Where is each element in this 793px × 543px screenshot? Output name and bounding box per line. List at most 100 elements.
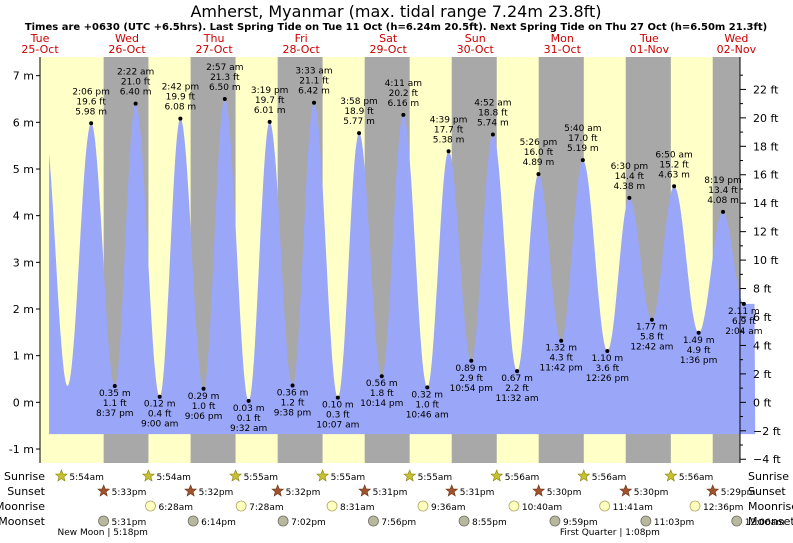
sunset-icon — [619, 484, 633, 497]
high-tide-label: 2:42 pm — [162, 83, 200, 93]
moonrise-icon — [235, 500, 247, 512]
high-tide-point — [490, 132, 495, 137]
day-name: Tue — [30, 32, 50, 45]
high-tide-point — [222, 97, 227, 101]
day-name: Tue — [639, 32, 659, 45]
moonset-time: 11:03pm — [654, 518, 694, 528]
high-tide-point — [672, 184, 677, 189]
high-tide-point — [721, 209, 726, 214]
low-tide-label: 0.56 m — [366, 379, 398, 389]
high-tide-label: 5.19 m — [567, 144, 599, 154]
low-tide-label: 2.2 ft — [505, 384, 529, 394]
sunrise-time: 5:56am — [592, 473, 627, 483]
low-tide-label: 0.35 m — [99, 389, 131, 399]
moonrise-icon — [145, 500, 156, 512]
left-tick-label: 2 m — [13, 303, 34, 316]
high-tide-label: 21.3 ft — [210, 73, 240, 83]
high-tide-label: 4.38 m — [614, 182, 646, 192]
high-tide-label: 4:39 pm — [430, 115, 468, 125]
moonset-time: 5:31pm — [112, 518, 147, 528]
low-tide-label: 1.77 m — [636, 323, 668, 333]
low-tide-label: 9:00 am — [141, 420, 178, 430]
high-tide-point — [357, 131, 362, 136]
low-tide-point — [649, 317, 654, 322]
moonrise-icon — [689, 500, 701, 512]
low-tide-label: 0.32 m — [411, 390, 443, 400]
moonset-time: 6:14pm — [201, 518, 236, 528]
axes: -1 m 0 m 1 m 2 m 3 m 4 m 5 m 6 m 7 m −4 ft −2 ft 0 … — [9, 57, 781, 466]
moonrise-time: 8:31am — [340, 503, 375, 513]
low-tide-label: 1.10 m — [592, 354, 624, 364]
sunrise-row-label-left: Sunrise — [4, 470, 45, 483]
sunrise-icon — [490, 469, 504, 482]
high-tide-label: 6.16 m — [388, 99, 420, 109]
high-tide-label: 15.2 ft — [659, 160, 689, 170]
right-tick-label: 8 ft — [753, 283, 772, 296]
low-tide-point — [515, 369, 520, 374]
low-tide-point — [379, 374, 384, 379]
high-tide-label: 21.0 ft — [121, 78, 151, 88]
low-tide-label: 11:42 pm — [540, 364, 583, 374]
moonset-icon — [368, 515, 379, 527]
day-date: 31-Oct — [544, 43, 582, 56]
high-tide-label: 19.7 ft — [255, 96, 285, 106]
day-name: Wed — [115, 32, 139, 45]
high-tide-label: 17.0 ft — [568, 134, 598, 144]
high-tide-point — [89, 121, 94, 126]
moonrise-row-label-left: Moonrise — [0, 500, 45, 513]
low-tide-label: 8:37 pm — [96, 409, 134, 419]
moonrise-time: 11:41am — [613, 503, 653, 513]
moonset-icon — [277, 515, 289, 527]
high-tide-label: 3:58 pm — [340, 97, 378, 107]
low-tide-label: 0.36 m — [277, 389, 309, 399]
moonset-time: 7:56pm — [381, 518, 416, 528]
high-tide-label: 19.6 ft — [76, 97, 106, 107]
sunrise-icon — [577, 469, 591, 482]
chart-subtitle: Times are +0630 (UTC +6.5hrs). Last Spri… — [25, 22, 767, 33]
low-tide-label: 0.10 m — [322, 401, 354, 411]
day-date: 30-Oct — [457, 43, 495, 56]
low-tide-label: 9:06 pm — [185, 412, 223, 422]
moonrise-time: 6:28am — [159, 503, 194, 513]
moonrise-time: 10:40am — [522, 503, 562, 513]
sunrise-icon — [54, 469, 68, 482]
right-tick-label: 2 ft — [753, 368, 772, 381]
moonset-icon — [640, 515, 652, 527]
left-tick-label: 3 m — [13, 256, 34, 269]
day-name: Thu — [203, 32, 225, 45]
low-tide-label: 3.6 ft — [596, 364, 620, 374]
low-tide-point — [741, 301, 746, 306]
high-tide-label: 3:33 am — [295, 67, 332, 77]
day-date: 27-Oct — [195, 43, 233, 56]
low-tide-label: 0.89 m — [455, 364, 487, 374]
sunset-time: 5:33pm — [112, 488, 147, 498]
moonrise-icon — [508, 500, 520, 512]
sunset-time: 5:29pm — [721, 488, 756, 498]
sunrise-icon — [316, 469, 330, 482]
high-tide-label: 13.4 ft — [708, 186, 738, 196]
low-tide-label: 6.9 ft — [732, 317, 756, 327]
high-tide-label: 21.1 ft — [299, 77, 329, 87]
day-date: 01-Nov — [630, 43, 670, 56]
low-tide-label: 0.3 ft — [326, 411, 350, 421]
moonset-row-label-left: Moonset — [0, 515, 46, 528]
sunset-time: 5:31pm — [373, 488, 408, 498]
high-tide-label: 5:26 pm — [520, 138, 558, 148]
high-tide-label: 5.38 m — [433, 135, 465, 145]
day-name: Sat — [379, 32, 398, 45]
high-tide-label: 6.50 m — [209, 83, 241, 93]
left-tick-label: 7 m — [13, 70, 34, 83]
day-name: Sun — [465, 32, 486, 45]
low-tide-label: 5.8 ft — [640, 333, 664, 343]
low-tide-label: 2.9 ft — [459, 374, 483, 384]
right-tick-label: −4 ft — [753, 453, 781, 466]
low-tide-label: 4.9 ft — [687, 346, 711, 356]
tide-area — [49, 99, 756, 435]
moonrise-icon — [326, 500, 338, 512]
moonset-time: 7:02pm — [291, 518, 326, 528]
high-tide-point — [580, 158, 585, 163]
sunset-icon — [271, 484, 285, 497]
high-tide-point — [627, 195, 632, 200]
moonrise-time: 7:28am — [249, 503, 284, 513]
low-tide-point — [246, 398, 251, 403]
